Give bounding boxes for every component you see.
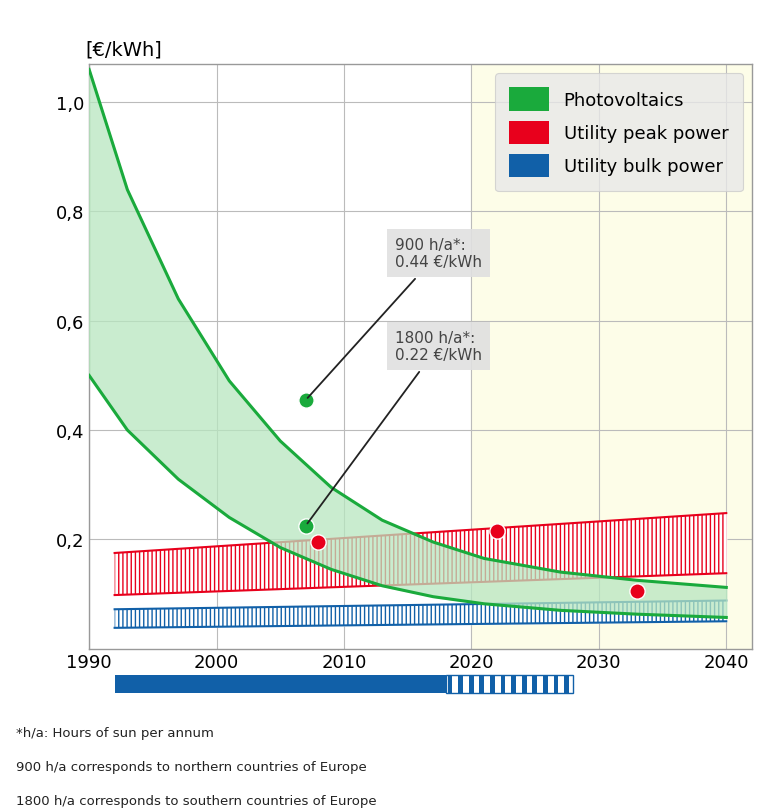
Text: 900 h/a*:
0.44 €/kWh: 900 h/a*: 0.44 €/kWh [308, 238, 482, 398]
Legend: Photovoltaics, Utility peak power, Utility bulk power: Photovoltaics, Utility peak power, Utili… [495, 74, 742, 192]
Text: [€/kWh]: [€/kWh] [86, 40, 163, 59]
Text: 1800 h/a*:
0.22 €/kWh: 1800 h/a*: 0.22 €/kWh [308, 330, 482, 524]
Text: *h/a: Hours of sun per annum: *h/a: Hours of sun per annum [16, 726, 213, 739]
Text: 1800 h/a corresponds to southern countries of Europe: 1800 h/a corresponds to southern countri… [16, 794, 376, 807]
Text: 900 h/a corresponds to northern countries of Europe: 900 h/a corresponds to northern countrie… [16, 760, 367, 773]
Bar [471, 65, 752, 649]
